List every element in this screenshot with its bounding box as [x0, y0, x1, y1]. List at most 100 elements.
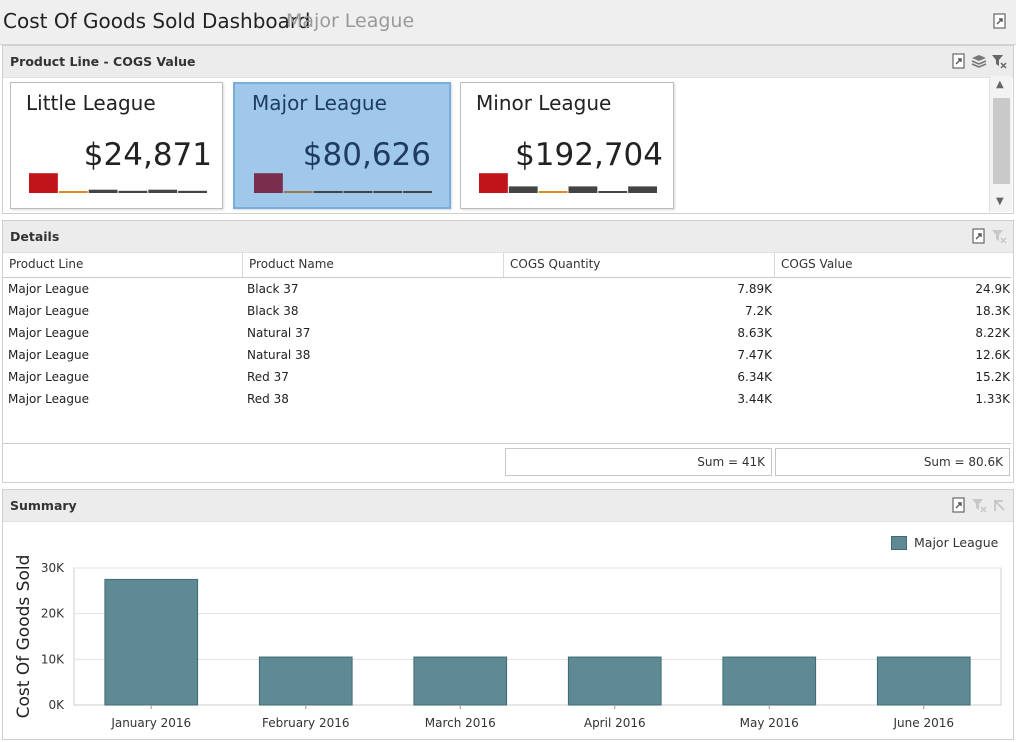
card-title: Major League — [252, 91, 387, 115]
sparkline-bar — [598, 191, 628, 193]
card-title: Little League — [26, 91, 156, 115]
column-header-product-line[interactable]: Product Line — [3, 252, 243, 277]
bar — [722, 656, 817, 706]
table-cell: Black 38 — [247, 304, 299, 318]
card-sparkline — [254, 173, 432, 193]
sparkline-bar — [508, 186, 538, 193]
total-cogs-quantity: Sum = 41K — [505, 448, 772, 476]
table-row[interactable]: Major League Black 38 7.2K 18.3K — [3, 300, 1011, 322]
column-header-product-name[interactable]: Product Name — [243, 252, 504, 277]
card-little-league[interactable]: Little League $24,871 — [10, 82, 223, 209]
drill-up-icon — [994, 500, 1005, 511]
y-tick-label: 20K — [41, 607, 65, 621]
table-row[interactable]: Major League Natural 37 8.63K 8.22K — [3, 322, 1011, 344]
table-row[interactable]: Major League Red 38 3.44K 1.33K — [3, 388, 1011, 410]
export-icon[interactable] — [992, 13, 1008, 29]
table-cell: 7.2K — [745, 304, 772, 318]
column-header-cogs-quantity[interactable]: COGS Quantity — [504, 252, 775, 277]
table-cell: 12.6K — [975, 348, 1010, 362]
table-cell: 1.33K — [975, 392, 1010, 406]
card-sparkline — [479, 173, 657, 193]
card-value: $80,626 — [302, 137, 431, 173]
y-tick-label: 0K — [48, 698, 65, 712]
scroll-up-icon[interactable]: ▲ — [996, 79, 1004, 90]
dashboard-title: Cost Of Goods Sold Dashboard — [3, 9, 311, 33]
table-cell: 8.22K — [975, 326, 1010, 340]
table-cell: 6.34K — [737, 370, 772, 384]
x-tick-label: March 2016 — [425, 716, 496, 730]
sparkline-bar — [118, 190, 148, 193]
bar — [876, 656, 971, 706]
sparkline-bar — [538, 191, 568, 193]
grid-header: Product Line Product Name COGS Quantity … — [3, 252, 1011, 278]
x-tick-label: February 2016 — [262, 716, 350, 730]
table-cell: Natural 38 — [247, 348, 311, 362]
export-icon[interactable] — [951, 497, 967, 513]
sparkline-bar — [373, 191, 403, 193]
card-minor-league[interactable]: Minor League $192,704 — [460, 82, 674, 209]
scroll-down-icon[interactable]: ▼ — [996, 196, 1004, 207]
sparkline-bar — [403, 191, 432, 193]
table-cell: Natural 37 — [247, 326, 311, 340]
x-tick-label: May 2016 — [740, 716, 799, 730]
panel-header: Product Line - COGS Value — [3, 46, 1013, 78]
scroll-thumb[interactable] — [993, 98, 1010, 184]
dashboard-title-bar: Cost Of Goods Sold Dashboard Major Leagu… — [0, 0, 1016, 45]
y-axis-title: Cost Of Goods Sold — [14, 555, 34, 719]
details-panel: Details — [2, 220, 1014, 483]
y-tick-label: 10K — [41, 652, 65, 666]
sparkline-bar — [29, 173, 58, 193]
total-cogs-value: Sum = 80.6K — [775, 448, 1010, 476]
panel-header: Details — [3, 221, 1013, 253]
plot-area — [73, 567, 1002, 706]
card-value: $192,704 — [515, 137, 663, 173]
table-cell: 8.63K — [737, 326, 772, 340]
sparkline-bar — [568, 186, 598, 193]
y-tick-label: 30K — [41, 561, 65, 575]
panel-title: Product Line - COGS Value — [10, 54, 196, 69]
table-row[interactable]: Major League Black 37 7.89K 24.9K — [3, 278, 1011, 300]
table-cell: Major League — [8, 392, 89, 406]
bar — [567, 656, 662, 706]
clear-filter-icon[interactable] — [991, 53, 1007, 69]
dashboard-subtitle: Major League — [286, 10, 415, 32]
sparkline-bar — [254, 173, 283, 193]
table-cell: Major League — [8, 326, 89, 340]
export-icon[interactable] — [951, 53, 967, 69]
card-major-league[interactable]: Major League $80,626 — [233, 82, 451, 209]
card-sparkline — [29, 173, 207, 193]
bar — [104, 578, 199, 706]
layers-icon[interactable] — [971, 53, 987, 69]
legend-swatch — [891, 536, 907, 550]
cogs-bar-chart: 0K 10K 20K 30K Cost Of Goods Sold January 201… — [14, 555, 1002, 730]
table-cell: 18.3K — [975, 304, 1010, 318]
table-cell: 24.9K — [975, 282, 1010, 296]
table-cell: 15.2K — [975, 370, 1010, 384]
x-tick-label: January 2016 — [110, 716, 191, 730]
panel-title: Summary — [10, 498, 77, 513]
column-header-cogs-value[interactable]: COGS Value — [781, 257, 853, 271]
export-icon[interactable] — [971, 228, 987, 244]
x-tick-label: April 2016 — [584, 716, 646, 730]
legend-label: Major League — [914, 535, 999, 550]
table-cell: 7.89K — [737, 282, 772, 296]
table-cell: Major League — [8, 304, 89, 318]
sparkline-bar — [313, 191, 343, 193]
clear-filter-icon — [992, 230, 1007, 244]
sparkline-bar — [88, 189, 118, 193]
cards-scrollbar[interactable]: ▲ ▼ — [989, 76, 1012, 212]
table-cell: 7.47K — [737, 348, 772, 362]
panel-title: Details — [10, 229, 60, 244]
table-row[interactable]: Major League Natural 38 7.47K 12.6K — [3, 344, 1011, 366]
table-row[interactable]: Major League Red 37 6.34K 15.2K — [3, 366, 1011, 388]
table-cell: Major League — [8, 370, 89, 384]
table-cell: Major League — [8, 282, 89, 296]
clear-filter-icon — [972, 499, 987, 513]
bar — [413, 656, 508, 706]
sparkline-bar — [479, 173, 508, 193]
table-cell: Major League — [8, 348, 89, 362]
table-cell: Black 37 — [247, 282, 299, 296]
sparkline-bar — [343, 191, 373, 193]
card-value: $24,871 — [83, 137, 212, 173]
table-cell: Red 38 — [247, 392, 289, 406]
